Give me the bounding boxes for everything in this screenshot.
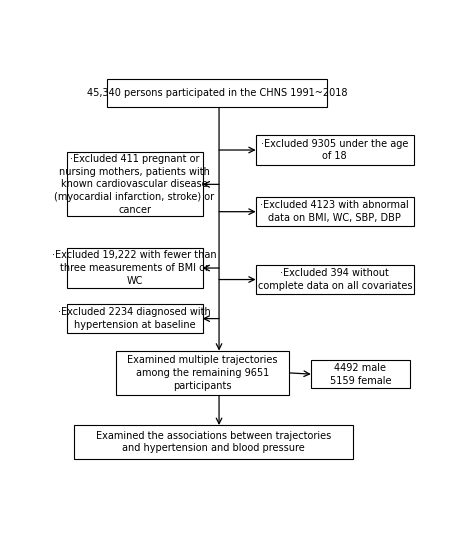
FancyBboxPatch shape: [107, 79, 328, 107]
Text: Examined the associations between trajectories
and hypertension and blood pressu: Examined the associations between trajec…: [96, 430, 331, 453]
Text: ·Excluded 394 without
complete data on all covariates: ·Excluded 394 without complete data on a…: [257, 268, 412, 291]
FancyBboxPatch shape: [66, 248, 202, 288]
FancyBboxPatch shape: [311, 360, 410, 388]
Text: ·Excluded 411 pregnant or
nursing mothers, patients with
known cardiovascular di: ·Excluded 411 pregnant or nursing mother…: [55, 154, 215, 215]
FancyBboxPatch shape: [116, 351, 289, 395]
Text: Examined multiple trajectories
among the remaining 9651
participants: Examined multiple trajectories among the…: [127, 355, 278, 391]
Text: 4492 male
5159 female: 4492 male 5159 female: [330, 363, 391, 386]
FancyBboxPatch shape: [66, 304, 202, 333]
FancyBboxPatch shape: [256, 135, 414, 165]
FancyBboxPatch shape: [74, 425, 353, 459]
FancyBboxPatch shape: [66, 153, 202, 216]
Text: ·Excluded 2234 diagnosed with
hypertension at baseline: ·Excluded 2234 diagnosed with hypertensi…: [58, 307, 211, 330]
FancyBboxPatch shape: [256, 197, 414, 226]
FancyBboxPatch shape: [256, 265, 414, 294]
Text: ·Excluded 19,222 with fewer than
three measurements of BMI or
WC: ·Excluded 19,222 with fewer than three m…: [52, 250, 217, 286]
Text: 45,340 persons participated in the CHNS 1991~2018: 45,340 persons participated in the CHNS …: [87, 88, 347, 98]
Text: ·Excluded 9305 under the age
of 18: ·Excluded 9305 under the age of 18: [261, 139, 409, 161]
Text: ·Excluded 4123 with abnormal
data on BMI, WC, SBP, DBP: ·Excluded 4123 with abnormal data on BMI…: [260, 200, 409, 223]
